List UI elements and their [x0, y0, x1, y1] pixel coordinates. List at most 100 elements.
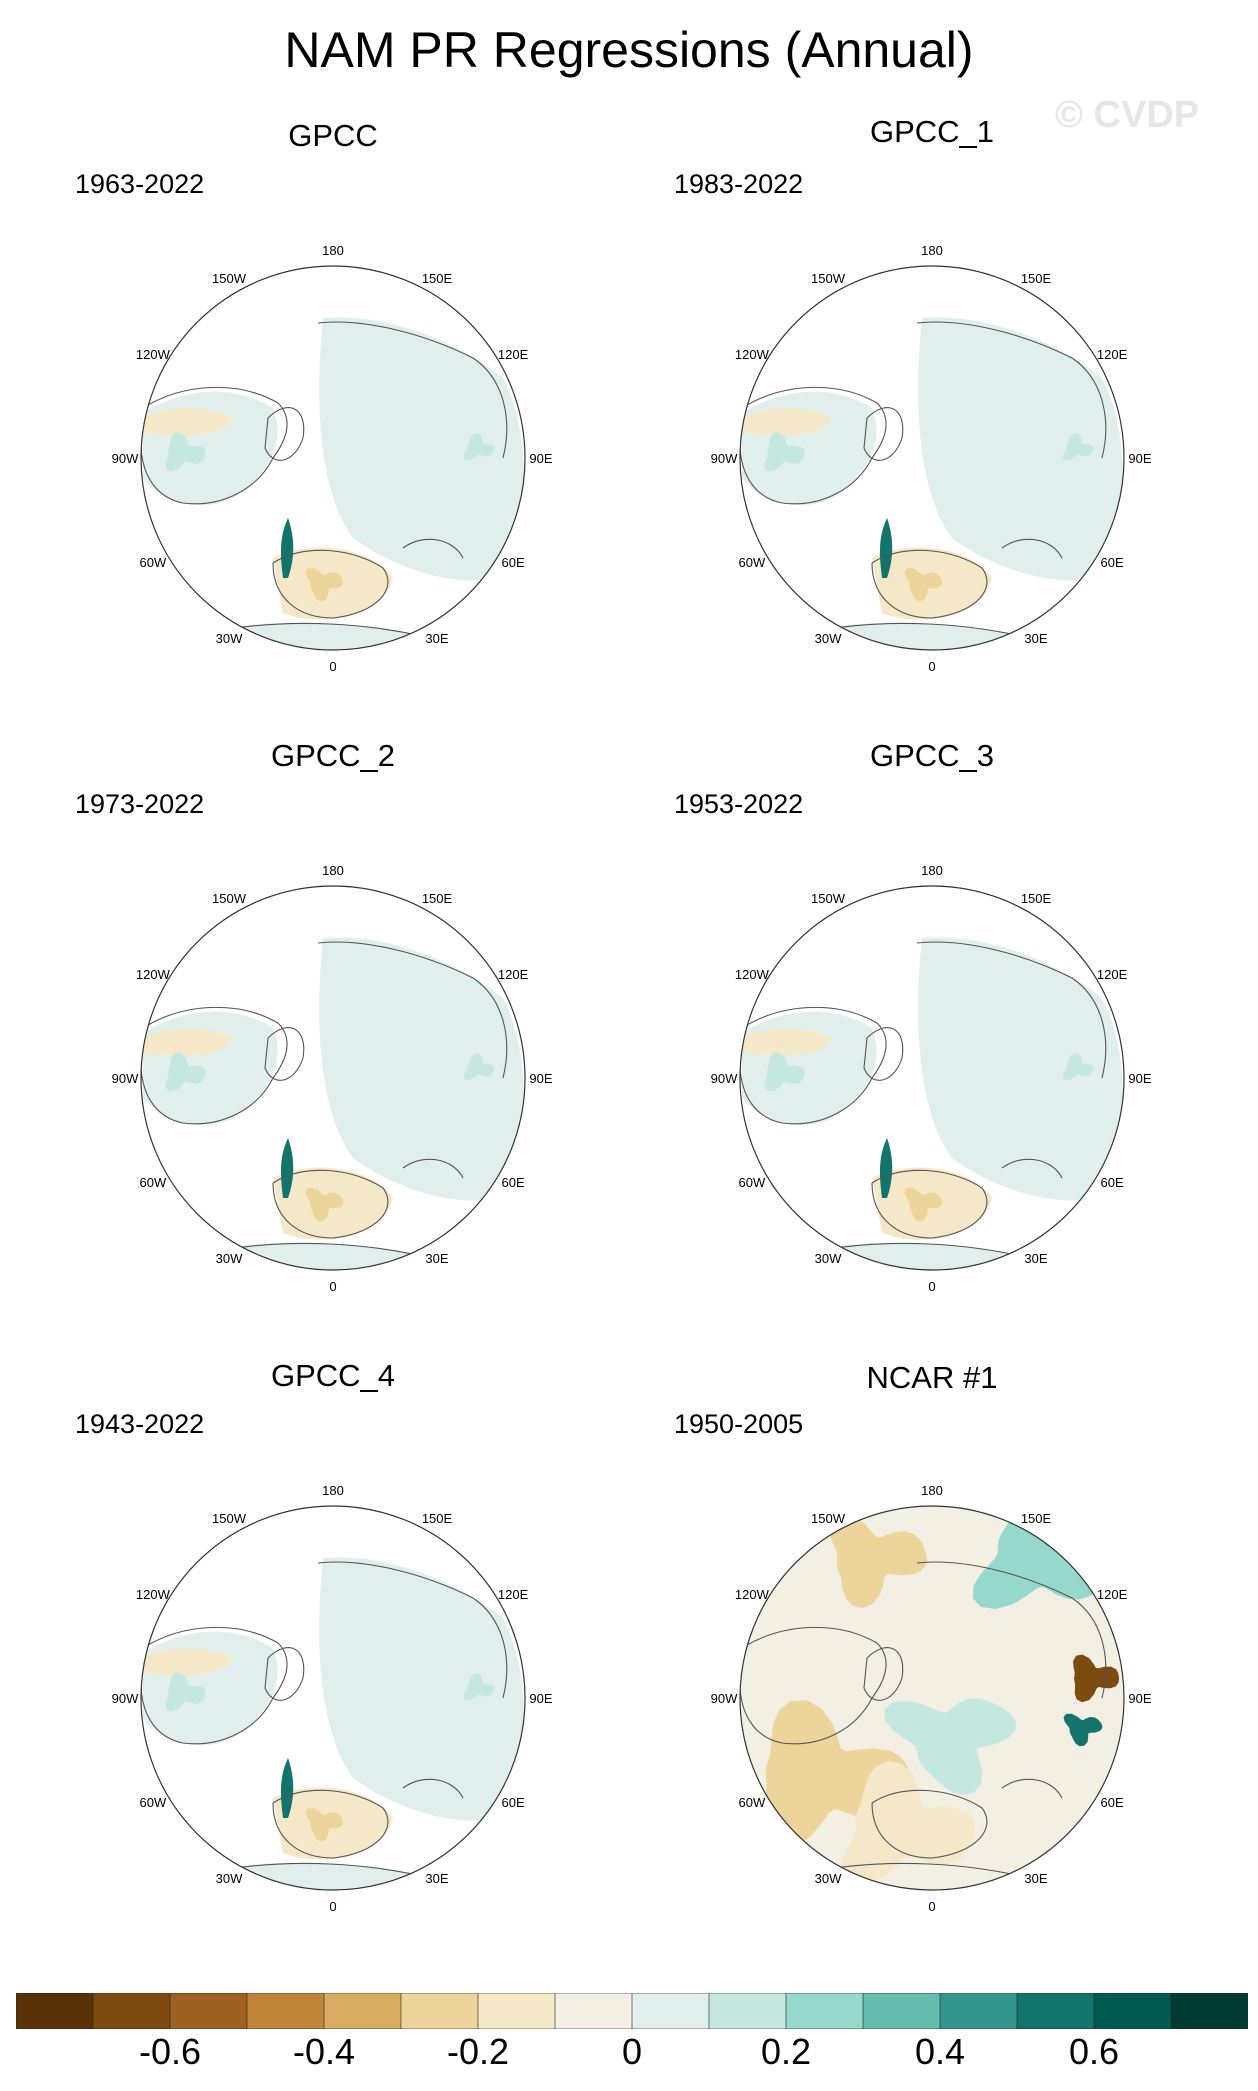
coastline-greenland [264, 407, 305, 461]
colorbar-tick-label: -0.6 [138, 2031, 202, 2072]
longitude-label: 90W [711, 1691, 738, 1706]
anomaly-region [165, 1672, 206, 1712]
anomaly-region [884, 1698, 1016, 1796]
colorbar-tick-label: -0.2 [446, 2031, 510, 2072]
longitude-label: 30W [216, 1871, 243, 1886]
longitude-label: 120E [498, 967, 529, 982]
anomaly-region [740, 1028, 832, 1056]
longitude-label: 150W [811, 271, 846, 286]
longitude-label: 90E [1128, 1691, 1151, 1706]
coastline-asia-south [1001, 1778, 1063, 1799]
anomaly-region [463, 433, 495, 461]
longitude-label: 60W [140, 1175, 167, 1190]
longitude-label: 180 [921, 243, 943, 258]
longitude-label: 90W [112, 1071, 139, 1086]
land-africa [822, 622, 1032, 650]
coastline-asia-south [1001, 538, 1063, 559]
coastline-asia-south [402, 1158, 464, 1179]
longitude-label: 180 [322, 1483, 344, 1498]
longitude-label: 30W [815, 1871, 842, 1886]
anomaly-region [280, 1138, 294, 1198]
panel-years: 1950-2005 [674, 1409, 804, 1439]
anomaly-region [764, 1052, 805, 1092]
colorbar-swatch [1016, 1993, 1095, 2029]
longitude-label: 30E [1024, 1871, 1047, 1886]
land-africa [223, 1862, 433, 1890]
land-africa [223, 622, 433, 650]
page-title: NAM PR Regressions (Annual) [284, 22, 974, 78]
polar-map: 180 150E 120E 90E 60E 30E 0 30W 60W 90W 120W 150W [711, 1483, 1152, 1914]
longitude-label: 60W [739, 1795, 766, 1810]
map-border [140, 1505, 526, 1891]
longitude-label: 60W [140, 1795, 167, 1810]
colorbar-swatch [169, 1993, 248, 2029]
longitude-label: 120E [1097, 1587, 1128, 1602]
colorbar [16, 1993, 1248, 2029]
anomaly-region [841, 1760, 976, 1886]
land-africa [223, 1242, 433, 1270]
colorbar-tick-label: -0.4 [292, 2031, 356, 2072]
longitude-label: 90E [1128, 1071, 1151, 1086]
colorbar-swatch [400, 1993, 479, 2029]
longitude-label: 120E [1097, 347, 1128, 362]
coastline-eurasia [916, 1561, 1107, 1699]
longitude-label: 0 [928, 659, 935, 674]
map-panel: GPCC_3 1953-2022 180 150E 120E 90E 60E 30E 0 30… [632, 738, 1232, 1348]
longitude-label: 150E [422, 1511, 453, 1526]
coastlines [141, 941, 508, 1261]
longitude-label: 120W [735, 967, 770, 982]
land-africa [822, 1242, 1032, 1270]
panel-years: 1973-2022 [75, 789, 205, 819]
map-border [140, 265, 526, 651]
coastline-asia-south [1001, 1158, 1063, 1179]
anomaly-region [165, 432, 206, 472]
longitude-label: 0 [928, 1279, 935, 1294]
colorbar-swatch [1170, 1993, 1248, 2029]
panel-years: 1953-2022 [674, 789, 804, 819]
coastline-eurasia [916, 941, 1107, 1079]
longitude-label: 150W [212, 1511, 247, 1526]
longitude-label: 120W [136, 1587, 171, 1602]
panel-title: NCAR #1 [866, 1360, 998, 1395]
polar-map: 180 150E 120E 90E 60E 30E 0 30W 60W 90W 120W 150W [711, 863, 1152, 1294]
colorbar-swatch [92, 1993, 171, 2029]
colorbar-swatch [554, 1993, 633, 2029]
longitude-label: 60E [502, 1175, 525, 1190]
anomaly-region [305, 1807, 344, 1842]
anomaly-region [141, 1648, 233, 1676]
colorbar-swatch [1093, 1993, 1172, 2029]
anomaly-region [904, 1187, 943, 1222]
longitude-label: 30W [216, 631, 243, 646]
longitude-label: 60E [502, 555, 525, 570]
coastline-europe [272, 1789, 389, 1859]
coastline-asia-south [402, 538, 464, 559]
anomaly-region [280, 1758, 294, 1818]
longitude-label: 30E [1024, 631, 1047, 646]
polar-map: 180 150E 120E 90E 60E 30E 0 30W 60W 90W 120W 150W [711, 243, 1152, 674]
anomaly-region [879, 1138, 893, 1198]
map-border [739, 885, 1125, 1271]
colorbar-swatch [708, 1993, 787, 2029]
anomaly-region [1062, 1053, 1094, 1081]
colorbar-tick-label: 0.6 [1068, 2031, 1120, 2072]
anomaly-region [280, 518, 294, 578]
anomaly-region [1063, 1713, 1103, 1747]
longitude-label: 60E [1101, 555, 1124, 570]
colorbar-tick-label: 0.4 [914, 2031, 966, 2072]
panel-years: 1963-2022 [75, 169, 205, 199]
longitude-label: 150E [1021, 891, 1052, 906]
polar-map: 180 150E 120E 90E 60E 30E 0 30W 60W 90W 120W 150W [112, 863, 553, 1294]
anomaly-region [165, 1052, 206, 1092]
panel-years: 1943-2022 [75, 1409, 205, 1439]
coastline-eurasia [317, 941, 508, 1079]
coastline-greenland [863, 1647, 904, 1701]
panel-years: 1983-2022 [674, 169, 804, 199]
coastline-eurasia [916, 321, 1107, 459]
colorbar-swatch [631, 1993, 710, 2029]
longitude-label: 30E [1024, 1251, 1047, 1266]
coastline-greenland [863, 407, 904, 461]
panel-title: GPCC_3 [869, 738, 995, 773]
coastline-greenland [264, 1027, 305, 1081]
map-panel: GPCC_2 1973-2022 180 150E 120E 90E 60E 30E 0 30… [33, 738, 633, 1348]
coastline-greenland [264, 1647, 305, 1701]
